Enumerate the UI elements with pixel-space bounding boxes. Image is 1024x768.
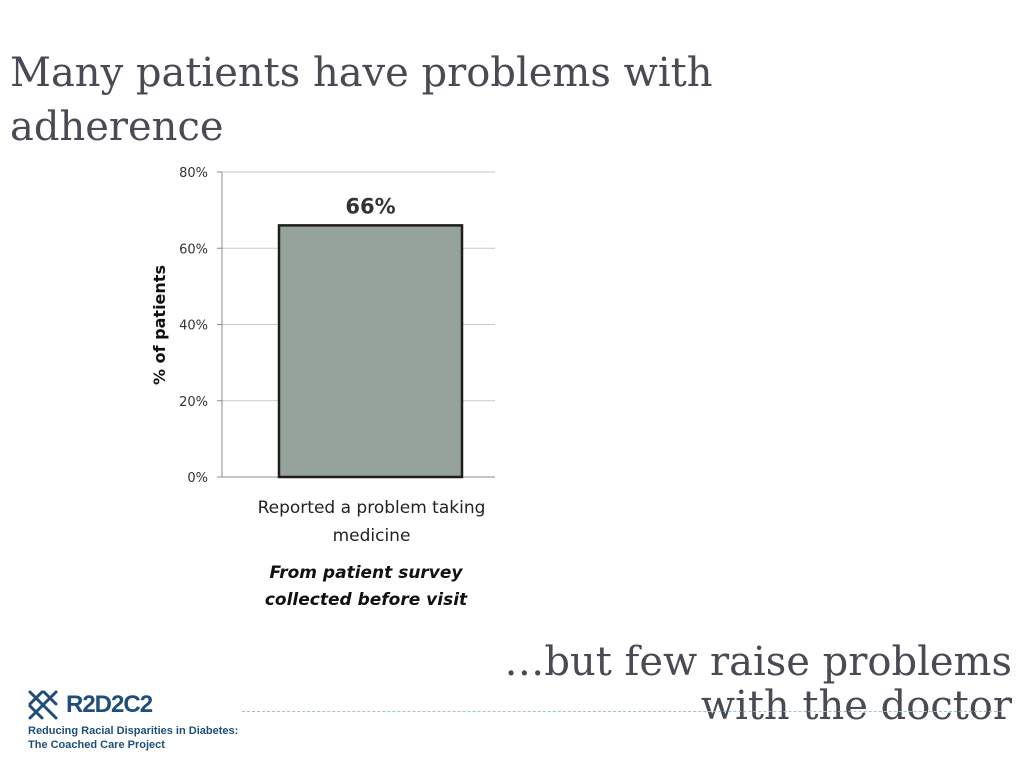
y-tick-label: 60% bbox=[179, 242, 208, 257]
bar-data-label: 66% bbox=[345, 194, 395, 218]
chart-caption-line-2: collected before visit bbox=[264, 590, 468, 610]
slide-subtitle-line-1: …but few raise problems bbox=[504, 639, 1012, 685]
logo-name: R2D2C2 bbox=[66, 691, 153, 718]
dna-helix-icon bbox=[28, 690, 58, 720]
y-tick-label: 40% bbox=[179, 319, 208, 334]
x-category-label: Reported a problem taking bbox=[258, 498, 486, 518]
y-axis-title: % of patients bbox=[150, 265, 169, 385]
chart-bars bbox=[277, 224, 464, 479]
y-tick-label: 80% bbox=[179, 166, 208, 181]
y-tick-label: 20% bbox=[179, 395, 208, 410]
logo-tagline-line-1: Reducing Racial Disparities in Diabetes: bbox=[28, 725, 239, 737]
slide-subtitle-line-2: with the doctor bbox=[700, 683, 1012, 729]
slide-title: Many patients have problems with adheren… bbox=[10, 50, 713, 150]
r2d2c2-logo: R2D2C2 Reducing Racial Disparities in Di… bbox=[24, 688, 254, 758]
y-tick-label: 0% bbox=[187, 471, 208, 486]
bar bbox=[277, 224, 464, 479]
logo-tagline-line-2: The Coached Care Project bbox=[28, 739, 165, 751]
slide-subtitle: …but few raise problems with the doctor bbox=[372, 640, 1012, 728]
footer-divider bbox=[242, 711, 1002, 712]
chart-caption-line-1: From patient survey bbox=[269, 563, 463, 583]
chart-caption: From patient survey collected before vis… bbox=[232, 560, 500, 614]
chart-labels: 0% 20% 40% 60% 80% 66% Reported a problem taki… bbox=[150, 166, 485, 546]
x-category-label: medicine bbox=[333, 526, 411, 546]
logo-tagline: Reducing Racial Disparities in Diabetes:… bbox=[28, 724, 238, 752]
